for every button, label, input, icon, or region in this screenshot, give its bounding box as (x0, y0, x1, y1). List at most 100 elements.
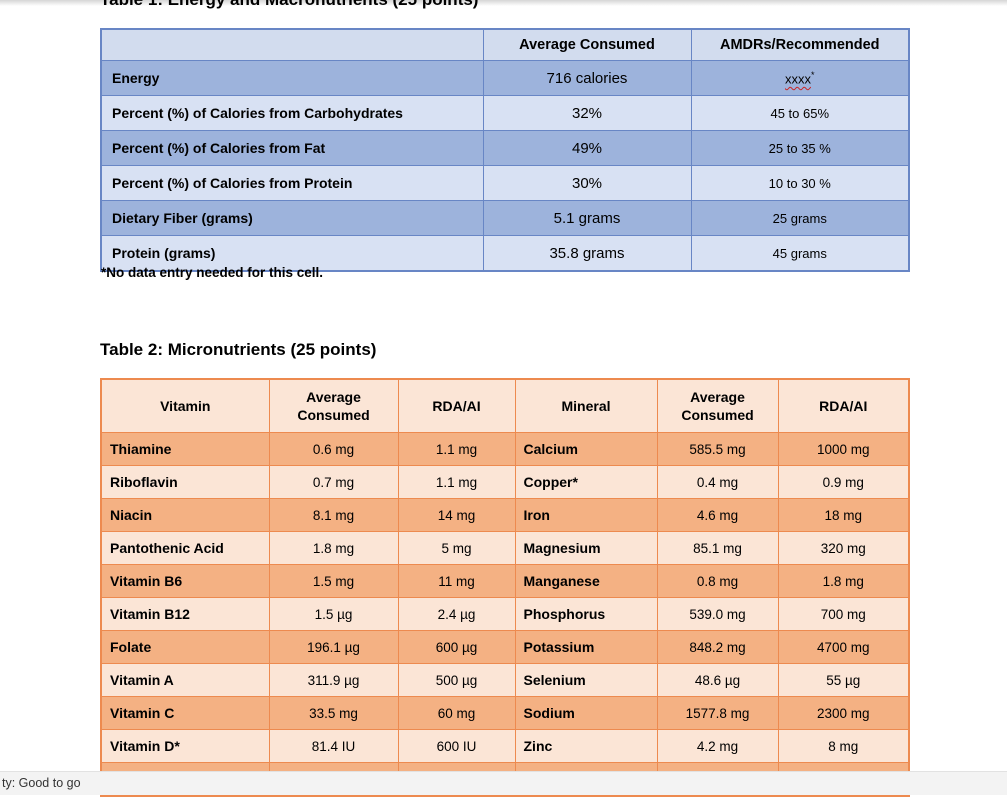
vitamin-consumed-cell[interactable]: 196.1 µg (268, 630, 399, 664)
table-row-vitamin-c-sodium: Vitamin C 33.5 mg 60 mg Sodium 1577.8 mg… (100, 696, 910, 730)
micronutrients-table: Vitamin Average Consumed RDA/AI Mineral … (100, 378, 910, 797)
mineral-rda-cell[interactable]: 700 mg (777, 597, 910, 631)
toolbar-bottom-shadow (0, 0, 1007, 6)
row-label-cell[interactable]: Percent (%) of Calories from Fat (100, 130, 484, 166)
avg-consumed-cell[interactable]: 35.8 grams (482, 235, 692, 272)
vitamin-consumed-cell[interactable]: 311.9 µg (268, 663, 399, 697)
mineral-rda-cell[interactable]: 1000 mg (777, 432, 910, 466)
recommended-cell[interactable]: 45 grams (690, 235, 910, 272)
mineral-label-cell[interactable]: Calcium (514, 432, 658, 466)
vitamin-label-cell[interactable]: Folate (100, 630, 270, 664)
vitamin-consumed-cell[interactable]: 0.7 mg (268, 465, 399, 499)
mineral-label-cell[interactable]: Copper* (514, 465, 658, 499)
avg-consumed-cell[interactable]: 49% (482, 130, 692, 166)
vitamin-label-cell[interactable]: Vitamin B12 (100, 597, 270, 631)
mineral-consumed-cell[interactable]: 848.2 mg (656, 630, 779, 664)
avg-consumed-cell[interactable]: 30% (482, 165, 692, 201)
recommended-cell[interactable]: 25 to 35 % (690, 130, 910, 166)
mineral-rda-cell[interactable]: 55 µg (777, 663, 910, 697)
footnote-marker: * (810, 69, 815, 80)
vitamin-label-cell[interactable]: Thiamine (100, 432, 270, 466)
mineral-label-cell[interactable]: Selenium (514, 663, 658, 697)
vitamin-consumed-cell[interactable]: 0.6 mg (268, 432, 399, 466)
table-row-b6-manganese: Vitamin B6 1.5 mg 11 mg Manganese 0.8 mg… (100, 564, 910, 598)
t2-header-vitamin[interactable]: Vitamin (100, 378, 270, 433)
mineral-label-cell[interactable]: Sodium (514, 696, 658, 730)
recommended-cell[interactable]: 10 to 30 % (690, 165, 910, 201)
mineral-consumed-cell[interactable]: 0.8 mg (656, 564, 779, 598)
table-row-protein-grams: Protein (grams) 35.8 grams 45 grams (100, 235, 910, 272)
t2-header-rda-ai-2[interactable]: RDA/AI (777, 378, 910, 433)
t1-header-blank-cell[interactable] (100, 28, 484, 61)
vitamin-label-cell[interactable]: Vitamin C (100, 696, 270, 730)
row-label-cell[interactable]: Energy (100, 60, 484, 96)
vitamin-consumed-cell[interactable]: 1.5 µg (268, 597, 399, 631)
vitamin-rda-cell[interactable]: 5 mg (397, 531, 516, 565)
status-bar: ty: Good to go (0, 771, 1007, 795)
vitamin-rda-cell[interactable]: 14 mg (397, 498, 516, 532)
mineral-consumed-cell[interactable]: 0.4 mg (656, 465, 779, 499)
t1-header-amdrs-recommended[interactable]: AMDRs/Recommended (690, 28, 910, 61)
vitamin-label-cell[interactable]: Pantothenic Acid (100, 531, 270, 565)
vitamin-label-cell[interactable]: Vitamin A (100, 663, 270, 697)
mineral-label-cell[interactable]: Phosphorus (514, 597, 658, 631)
avg-consumed-cell[interactable]: 716 calories (482, 60, 692, 96)
avg-consumed-cell[interactable]: 32% (482, 95, 692, 131)
mineral-consumed-cell[interactable]: 585.5 mg (656, 432, 779, 466)
vitamin-label-cell[interactable]: Niacin (100, 498, 270, 532)
mineral-consumed-cell[interactable]: 4.2 mg (656, 729, 779, 763)
mineral-consumed-cell[interactable]: 1577.8 mg (656, 696, 779, 730)
mineral-rda-cell[interactable]: 18 mg (777, 498, 910, 532)
recommended-cell[interactable]: xxxx* (690, 60, 910, 96)
recommended-cell[interactable]: 25 grams (690, 200, 910, 236)
vitamin-label-cell[interactable]: Riboflavin (100, 465, 270, 499)
mineral-label-cell[interactable]: Iron (514, 498, 658, 532)
t2-header-mineral[interactable]: Mineral (514, 378, 658, 433)
row-label-cell[interactable]: Dietary Fiber (grams) (100, 200, 484, 236)
vitamin-rda-cell[interactable]: 1.1 mg (397, 432, 516, 466)
mineral-consumed-cell[interactable]: 85.1 mg (656, 531, 779, 565)
vitamin-rda-cell[interactable]: 600 IU (397, 729, 516, 763)
accessibility-status[interactable]: ty: Good to go (2, 776, 81, 790)
vitamin-consumed-cell[interactable]: 1.5 mg (268, 564, 399, 598)
mineral-rda-cell[interactable]: 1.8 mg (777, 564, 910, 598)
mineral-rda-cell[interactable]: 320 mg (777, 531, 910, 565)
table-row-niacin-iron: Niacin 8.1 mg 14 mg Iron 4.6 mg 18 mg (100, 498, 910, 532)
row-label-cell[interactable]: Percent (%) of Calories from Carbohydrat… (100, 95, 484, 131)
vitamin-rda-cell[interactable]: 500 µg (397, 663, 516, 697)
mineral-label-cell[interactable]: Manganese (514, 564, 658, 598)
t2-header-average-consumed-2[interactable]: Average Consumed (656, 378, 779, 433)
t2-header-rda-ai[interactable]: RDA/AI (397, 378, 516, 433)
vitamin-consumed-cell[interactable]: 33.5 mg (268, 696, 399, 730)
mineral-consumed-cell[interactable]: 4.6 mg (656, 498, 779, 532)
mineral-rda-cell[interactable]: 4700 mg (777, 630, 910, 664)
vitamin-label-cell[interactable]: Vitamin B6 (100, 564, 270, 598)
avg-consumed-cell[interactable]: 5.1 grams (482, 200, 692, 236)
vitamin-rda-cell[interactable]: 1.1 mg (397, 465, 516, 499)
vitamin-consumed-cell[interactable]: 1.8 mg (268, 531, 399, 565)
vitamin-rda-cell[interactable]: 11 mg (397, 564, 516, 598)
row-label-cell[interactable]: Percent (%) of Calories from Protein (100, 165, 484, 201)
mineral-rda-cell[interactable]: 0.9 mg (777, 465, 910, 499)
row-label-cell[interactable]: Protein (grams) (100, 235, 484, 272)
vitamin-rda-cell[interactable]: 600 µg (397, 630, 516, 664)
table1-title: Table 1: Energy and Macronutrients (25 p… (100, 0, 478, 10)
recommended-cell[interactable]: 45 to 65% (690, 95, 910, 131)
t2-header-average-consumed[interactable]: Average Consumed (268, 378, 399, 433)
mineral-label-cell[interactable]: Potassium (514, 630, 658, 664)
vitamin-label-cell[interactable]: Vitamin D* (100, 729, 270, 763)
mineral-rda-cell[interactable]: 8 mg (777, 729, 910, 763)
mineral-consumed-cell[interactable]: 48.6 µg (656, 663, 779, 697)
vitamin-consumed-cell[interactable]: 8.1 mg (268, 498, 399, 532)
vitamin-rda-cell[interactable]: 60 mg (397, 696, 516, 730)
table-row-protein-percent: Percent (%) of Calories from Protein 30%… (100, 165, 910, 201)
vitamin-consumed-cell[interactable]: 81.4 IU (268, 729, 399, 763)
mineral-label-cell[interactable]: Magnesium (514, 531, 658, 565)
mineral-rda-cell[interactable]: 2300 mg (777, 696, 910, 730)
vitamin-rda-cell[interactable]: 2.4 µg (397, 597, 516, 631)
mineral-label-cell[interactable]: Zinc (514, 729, 658, 763)
table-row-vitamin-a-selenium: Vitamin A 311.9 µg 500 µg Selenium 48.6 … (100, 663, 910, 697)
mineral-consumed-cell[interactable]: 539.0 mg (656, 597, 779, 631)
t1-header-average-consumed[interactable]: Average Consumed (482, 28, 692, 61)
table-row-energy: Energy 716 calories xxxx* (100, 60, 910, 96)
